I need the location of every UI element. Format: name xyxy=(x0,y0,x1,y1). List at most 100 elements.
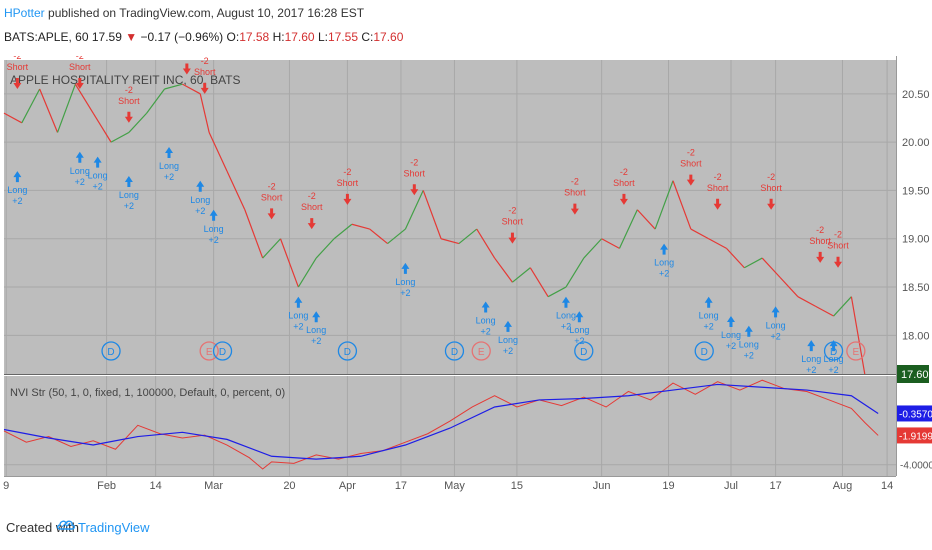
short-quantity-label: -2 xyxy=(125,85,133,95)
short-label: Short xyxy=(118,96,140,106)
long-label: Long xyxy=(699,311,719,321)
price-line-segment xyxy=(476,228,496,259)
price-line-segment xyxy=(833,296,852,317)
long-arrow-icon xyxy=(503,320,512,332)
short-label: Short xyxy=(404,168,426,178)
indicator-panel[interactable]: NVI Str (50, 1, 0, fixed, 1, 100000, Def… xyxy=(3,376,896,476)
price-line-segment xyxy=(601,238,620,249)
price-line-segment xyxy=(351,223,370,230)
long-label: Long xyxy=(556,311,576,321)
indicator-title: NVI Str (50, 1, 0, fixed, 1, 100000, Def… xyxy=(10,387,285,399)
author-link[interactable]: HPotter xyxy=(4,6,45,20)
short-label: Short xyxy=(760,183,782,193)
price-line-segment xyxy=(92,112,112,143)
long-arrow-icon xyxy=(829,340,838,352)
price-panel-title: APPLE HOSPITALITY REIT INC, 60, BATS xyxy=(10,73,241,87)
long-arrow-icon xyxy=(93,156,102,168)
high-label: H: xyxy=(272,30,285,44)
time-tick-label: Apr xyxy=(339,480,356,492)
event-label: D xyxy=(344,347,351,358)
event-marker xyxy=(823,341,844,361)
indicator-series-red xyxy=(3,379,879,470)
short-quantity-label: -2 xyxy=(714,172,722,182)
short-quantity-label: -2 xyxy=(201,56,209,66)
long-arrow-icon xyxy=(165,146,174,158)
long-label: Long xyxy=(395,277,415,287)
short-quantity-label: -2 xyxy=(343,167,351,177)
event-marker xyxy=(694,341,714,361)
time-axis[interactable]: 9 Feb 14 Mar 20 Apr 17 May 15 Jun 19 Jul 17 Aug 14 xyxy=(3,476,896,496)
event-marker xyxy=(471,341,491,361)
short-arrow-icon xyxy=(75,77,84,89)
indicator-red-value-tag xyxy=(897,427,932,444)
short-label: Short xyxy=(707,183,729,193)
short-label: Short xyxy=(69,62,91,72)
long-quantity-label: +2 xyxy=(164,172,174,182)
price-line-segment xyxy=(850,296,866,375)
long-label: Long xyxy=(7,185,27,195)
chart-area[interactable]: APPLE HOSPITALITY REIT INC, 60, BATS Long… xyxy=(0,36,932,496)
short-quantity-label: -2 xyxy=(620,167,628,177)
price-line-segment xyxy=(226,170,246,211)
price-line-segment xyxy=(672,180,692,230)
price-line-segment xyxy=(333,223,353,240)
indicator-blue-value-tag xyxy=(897,405,932,422)
short-label: Short xyxy=(194,67,216,77)
symbol-label: BATS:APLE, 60 xyxy=(4,30,89,44)
price-tick-label: 19.50 xyxy=(902,185,930,197)
price-panel[interactable]: APPLE HOSPITALITY REIT INC, 60, BATS Long… xyxy=(3,36,896,375)
short-label: Short xyxy=(7,62,29,72)
long-label: Long xyxy=(569,325,589,335)
price-line-segment xyxy=(110,131,130,143)
price-line-segment xyxy=(440,238,460,245)
time-tick-label: May xyxy=(444,480,465,492)
long-label: Long xyxy=(498,335,518,345)
event-marker xyxy=(212,341,233,361)
short-label: Short xyxy=(176,56,198,57)
long-arrow-icon xyxy=(726,316,735,328)
long-quantity-label: +2 xyxy=(561,322,571,332)
time-tick-label: 9 xyxy=(3,480,9,492)
price-axis[interactable]: 20.50 20.00 19.50 19.00 18.50 18.00 17.60 -4.00… xyxy=(896,56,932,496)
long-label: Long xyxy=(190,195,210,205)
event-label: D xyxy=(107,347,114,358)
price-line-segment xyxy=(761,257,781,278)
price-line-segment xyxy=(164,83,183,90)
price-line-segment xyxy=(244,209,264,259)
event-marker xyxy=(101,341,121,361)
short-label: Short xyxy=(827,241,849,251)
chart-svg[interactable]: APPLE HOSPITALITY REIT INC, 60, BATS Long… xyxy=(0,36,932,496)
short-label: Short xyxy=(502,217,524,227)
long-quantity-label: +2 xyxy=(574,336,584,346)
time-tick-label: Jun xyxy=(593,480,611,492)
event-marker xyxy=(846,341,866,361)
long-arrow-icon xyxy=(561,296,570,308)
price-tick-label: 18.00 xyxy=(902,330,930,342)
long-label: Long xyxy=(306,325,326,335)
short-arrow-icon xyxy=(713,198,722,210)
event-label: D xyxy=(701,347,708,358)
time-tick-label: 17 xyxy=(769,480,781,492)
published-text: published on TradingView.com, August 10,… xyxy=(48,6,365,20)
price-line-segment xyxy=(779,276,799,298)
open-label: O: xyxy=(226,30,240,44)
price-line-segment xyxy=(262,238,281,259)
long-quantity-label: +2 xyxy=(400,288,410,298)
time-tick-label: 19 xyxy=(662,480,674,492)
long-arrow-icon xyxy=(575,311,584,323)
long-label: Long xyxy=(801,354,821,364)
tradingview-brand[interactable]: TradingView xyxy=(78,520,150,535)
long-label: Long xyxy=(204,224,224,234)
price-line-segment xyxy=(199,93,210,133)
short-quantity-label: -2 xyxy=(308,191,316,201)
long-arrow-icon xyxy=(744,325,753,337)
short-arrow-icon xyxy=(619,193,628,205)
short-arrow-icon xyxy=(200,82,209,94)
price-line-segment xyxy=(182,83,201,95)
long-label: Long xyxy=(824,354,844,364)
time-tick-label: Mar xyxy=(204,480,223,492)
long-label: Long xyxy=(721,330,741,340)
time-tick-label: 14 xyxy=(150,480,162,492)
long-arrow-icon xyxy=(209,209,218,221)
event-label: D xyxy=(830,347,837,358)
